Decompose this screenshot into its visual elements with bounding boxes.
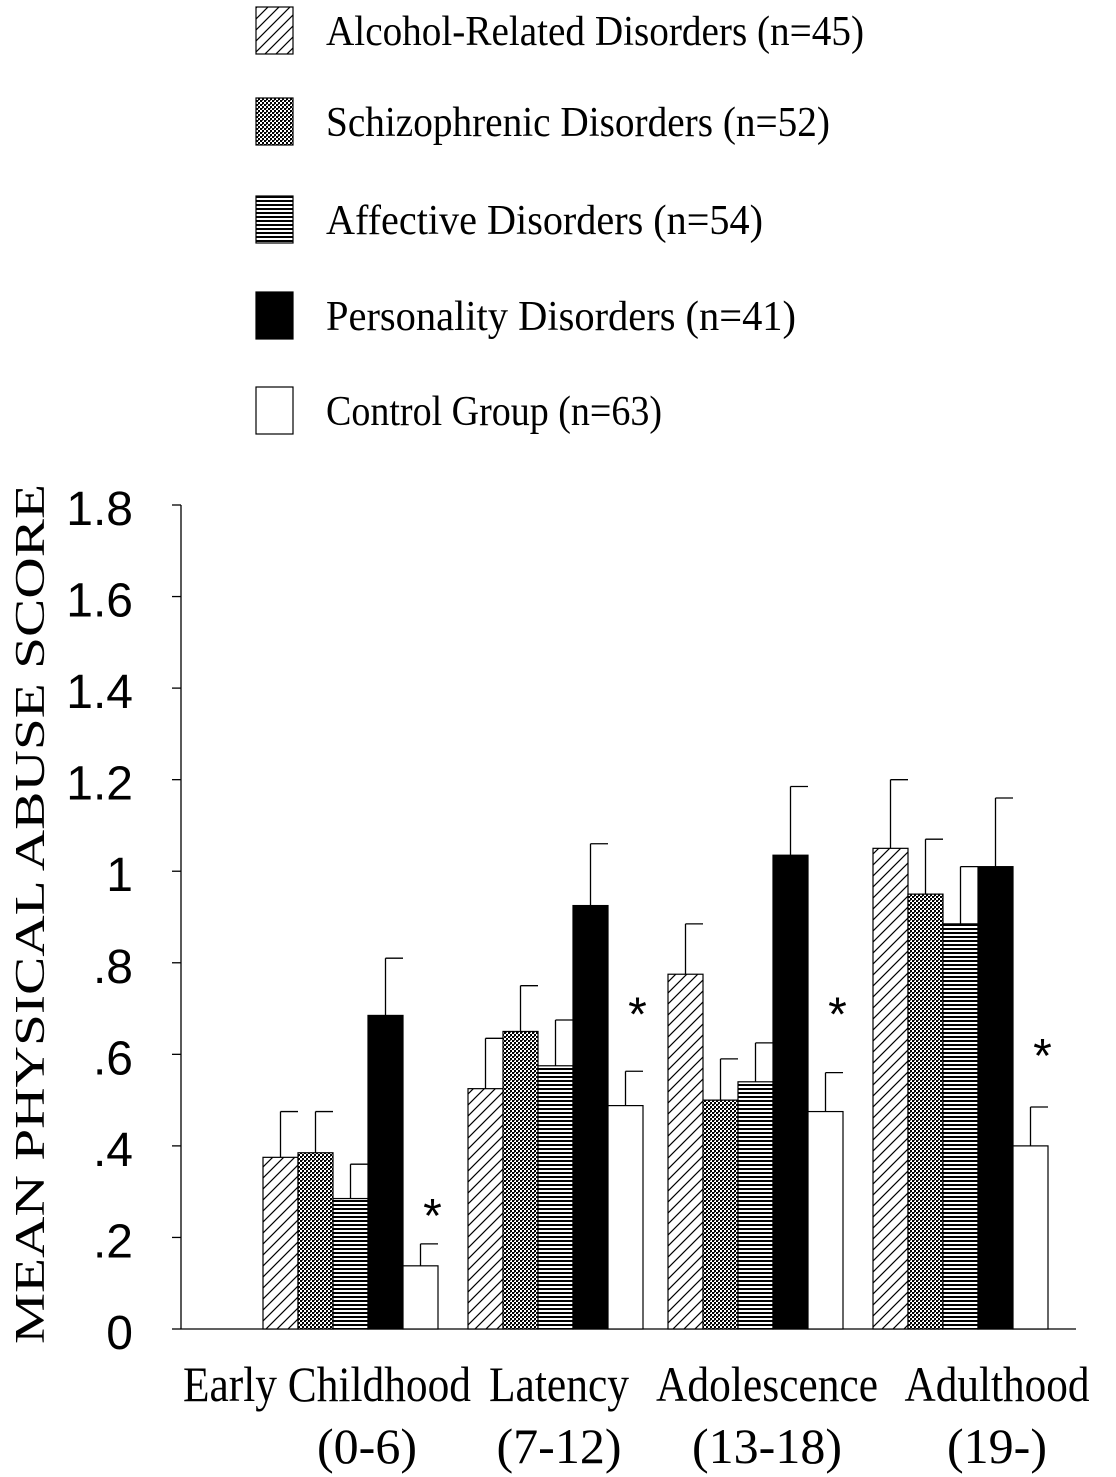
- bar-diagonal: [262, 1156, 299, 1330]
- legend-label: Control Group (n=63): [326, 389, 662, 435]
- significance-asterisk: *: [1033, 1030, 1052, 1083]
- x-category-range: (7-12): [497, 1418, 622, 1474]
- bar-diagonal: [872, 847, 909, 1330]
- x-category-range: (0-6): [317, 1418, 417, 1474]
- x-category-label: Latency: [489, 1356, 629, 1412]
- bar-empty: [607, 1105, 644, 1330]
- bar-dots: [297, 1152, 334, 1330]
- bar-dots: [702, 1099, 739, 1330]
- x-category-label: Adulthood: [905, 1356, 1090, 1412]
- bar-horizontal: [942, 923, 979, 1330]
- axes: 0 .2 .4 .6 .8 1 1.2 1.4 1.6 1.8 MEAN PHYSICAL ABUS…: [8, 483, 1076, 1360]
- legend-label: Affective Disorders (n=54): [326, 198, 763, 244]
- x-category-label: Adolescence: [656, 1356, 878, 1412]
- bar-empty: [402, 1265, 439, 1330]
- y-tick-label: 1.6: [66, 575, 133, 628]
- bar-dots: [502, 1030, 539, 1330]
- x-category-label: Early Childhood: [183, 1356, 471, 1412]
- y-tick-label: .4: [93, 1124, 133, 1177]
- y-tick-label: .6: [93, 1032, 133, 1085]
- y-axis-title: MEAN PHYSICAL ABUSE SCORE: [8, 484, 54, 1344]
- bar-horizontal: [737, 1081, 774, 1330]
- x-category-range: (19-): [947, 1418, 1047, 1474]
- legend-swatch-empty: [255, 386, 294, 435]
- bar-solid: [572, 904, 609, 1330]
- bar-empty: [807, 1110, 844, 1330]
- legend-swatch-diagonal: [255, 6, 294, 55]
- labels: * * * * Early Childhood (0-6) Latency (7-12) Ado…: [183, 989, 1090, 1474]
- legend: Alcohol-Related Disorders (n=45) Schizoph…: [255, 6, 864, 435]
- bar-dots: [907, 893, 944, 1330]
- bars: [262, 779, 1049, 1330]
- bar-horizontal: [332, 1197, 369, 1330]
- bar-empty: [1012, 1145, 1049, 1330]
- y-tick-label: 1.4: [66, 666, 133, 719]
- y-tick-label: 1: [106, 849, 133, 902]
- bar-horizontal: [537, 1065, 574, 1330]
- legend-label: Personality Disorders (n=41): [326, 294, 796, 340]
- legend-swatch-solid: [255, 291, 294, 340]
- legend-label: Alcohol-Related Disorders (n=45): [326, 9, 864, 55]
- bar-solid: [367, 1014, 404, 1330]
- significance-asterisk: *: [828, 989, 847, 1042]
- y-tick-label: 1.2: [66, 758, 133, 811]
- bar-diagonal: [667, 973, 704, 1330]
- bar-solid: [772, 854, 809, 1330]
- bar-diagonal: [467, 1088, 504, 1330]
- legend-label: Schizophrenic Disorders (n=52): [326, 100, 830, 146]
- y-tick-label: .2: [93, 1215, 133, 1268]
- legend-swatch-horizontal: [255, 195, 294, 244]
- significance-asterisk: *: [628, 989, 647, 1042]
- significance-asterisk: *: [423, 1190, 442, 1243]
- y-tick-label: 0: [106, 1307, 133, 1360]
- y-tick-label: 1.8: [66, 483, 133, 536]
- legend-swatch-dots: [255, 97, 294, 146]
- y-tick-label: .8: [93, 941, 133, 994]
- bar-solid: [977, 866, 1014, 1330]
- x-category-range: (13-18): [692, 1418, 842, 1474]
